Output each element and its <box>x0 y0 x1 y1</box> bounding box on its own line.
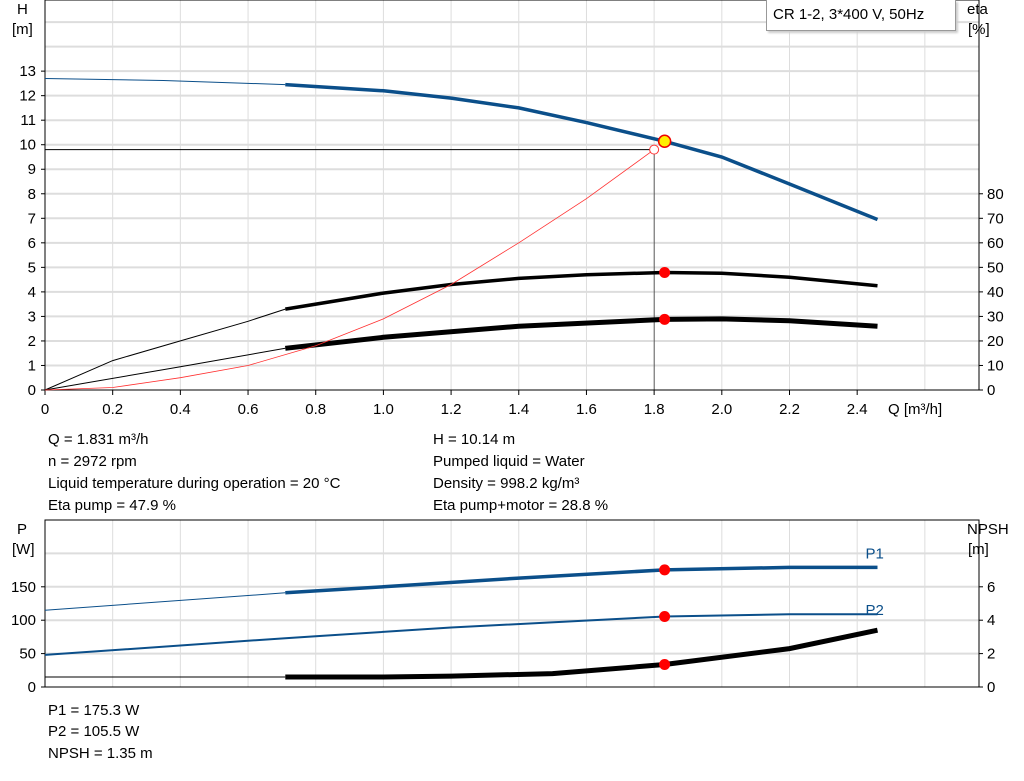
series-line <box>285 82 879 222</box>
y-tick-label-right: 60 <box>987 235 1004 252</box>
plot-frame <box>44 0 980 391</box>
series-line <box>285 316 878 351</box>
series-line <box>285 270 878 311</box>
y-axis-unit-left: [m] <box>12 21 33 38</box>
info-q: Q = 1.831 m³/h <box>48 431 149 448</box>
p1-point <box>659 564 671 576</box>
y-tick-label-right: 40 <box>987 284 1004 301</box>
series-label: P2 <box>865 602 883 619</box>
x-tick-label: 1.6 <box>576 401 597 418</box>
x-tick-label: 0 <box>41 401 49 418</box>
eta-total-point <box>659 313 671 325</box>
info-p2: P2 = 105.5 W <box>48 723 140 740</box>
series-label: P1 <box>865 545 883 562</box>
y-tick-label-right: 70 <box>987 210 1004 227</box>
x-tick-label: 2.0 <box>711 401 732 418</box>
y-tick-label-left: 9 <box>28 161 36 178</box>
x-tick-label: 1.4 <box>508 401 529 418</box>
y-tick-label-left: 4 <box>28 284 36 301</box>
series-line-extrapolated <box>44 592 286 611</box>
y-tick-label-left: 8 <box>28 186 36 203</box>
y-axis-unit-left: [W] <box>12 541 35 558</box>
y-tick-label-left: 7 <box>28 210 36 227</box>
series-line <box>285 565 878 595</box>
y-tick-label-right: 6 <box>987 579 995 596</box>
y-tick-label-left: 5 <box>28 259 36 276</box>
y-tick-label-left: 11 <box>20 112 36 129</box>
series-line <box>44 149 655 391</box>
x-tick-label: 0.2 <box>102 401 123 418</box>
duty-point-marker <box>649 144 660 155</box>
info-h: H = 10.14 m <box>433 431 516 448</box>
y-tick-label-right: 80 <box>987 186 1004 203</box>
y-tick-label-left: 2 <box>28 333 36 350</box>
y-axis-unit-right: [m] <box>968 541 989 558</box>
info-density: Density = 998.2 kg/m³ <box>433 475 580 492</box>
x-tick-label: 0.8 <box>305 401 326 418</box>
y-tick-label-right: 4 <box>987 612 995 629</box>
y-tick-label-left: 10 <box>19 137 36 154</box>
y-tick-label-left: 50 <box>19 646 36 663</box>
x-tick-label: 1.8 <box>644 401 665 418</box>
y-axis-name-right: NPSH <box>967 521 1009 538</box>
y-tick-label-right: 20 <box>987 333 1004 350</box>
y-tick-label-left: 3 <box>28 308 36 325</box>
y-tick-label-left: 6 <box>28 235 36 252</box>
series-line <box>285 627 879 680</box>
series-line-extrapolated <box>44 78 286 86</box>
y-tick-label-left: 150 <box>11 579 36 596</box>
y-axis-name-left: H <box>17 1 28 18</box>
p2-point <box>659 611 671 623</box>
eta-pump-point <box>659 267 671 279</box>
y-tick-label-right: 2 <box>987 646 995 663</box>
series-line <box>44 613 878 656</box>
info-temp: Liquid temperature during operation = 20… <box>48 475 341 492</box>
series-line-extrapolated <box>44 347 286 391</box>
info-n: n = 2972 rpm <box>48 453 137 470</box>
operating-point-marker <box>657 134 672 149</box>
y-axis-name-right: eta <box>967 1 989 18</box>
x-axis-label: Q [m³/h] <box>888 401 942 418</box>
info-eta-pump: Eta pump = 47.9 % <box>48 497 176 514</box>
y-tick-label-right: 0 <box>987 382 995 399</box>
y-tick-label-left: 13 <box>19 63 36 80</box>
x-tick-label: 1.0 <box>373 401 394 418</box>
info-eta-total: Eta pump+motor = 28.8 % <box>433 497 609 514</box>
series-line-extrapolated <box>44 308 286 391</box>
y-tick-label-right: 10 <box>987 357 1004 374</box>
x-tick-label: 1.2 <box>441 401 462 418</box>
chart-title: CR 1-2, 3*400 V, 50Hz <box>766 0 956 31</box>
x-tick-label: 2.4 <box>847 401 868 418</box>
y-tick-label-left: 0 <box>28 382 36 399</box>
y-tick-label-left: 100 <box>11 612 36 629</box>
y-tick-label-right: 30 <box>987 308 1004 325</box>
y-tick-label-right: 50 <box>987 259 1004 276</box>
x-tick-label: 0.4 <box>170 401 191 418</box>
y-axis-unit-right: [%] <box>968 21 990 38</box>
info-npsh: NPSH = 1.35 m <box>48 745 153 762</box>
x-tick-label: 2.2 <box>779 401 800 418</box>
x-tick-label: 0.6 <box>238 401 259 418</box>
y-axis-name-left: P <box>17 521 27 538</box>
npsh-point <box>659 658 671 670</box>
y-tick-label-left: 0 <box>28 679 36 696</box>
y-tick-label-left: 12 <box>19 88 36 105</box>
info-liquid: Pumped liquid = Water <box>433 453 585 470</box>
plot-frame <box>44 519 980 688</box>
info-p1: P1 = 175.3 W <box>48 702 140 719</box>
y-tick-label-left: 1 <box>28 357 36 374</box>
y-tick-label-right: 0 <box>987 679 995 696</box>
